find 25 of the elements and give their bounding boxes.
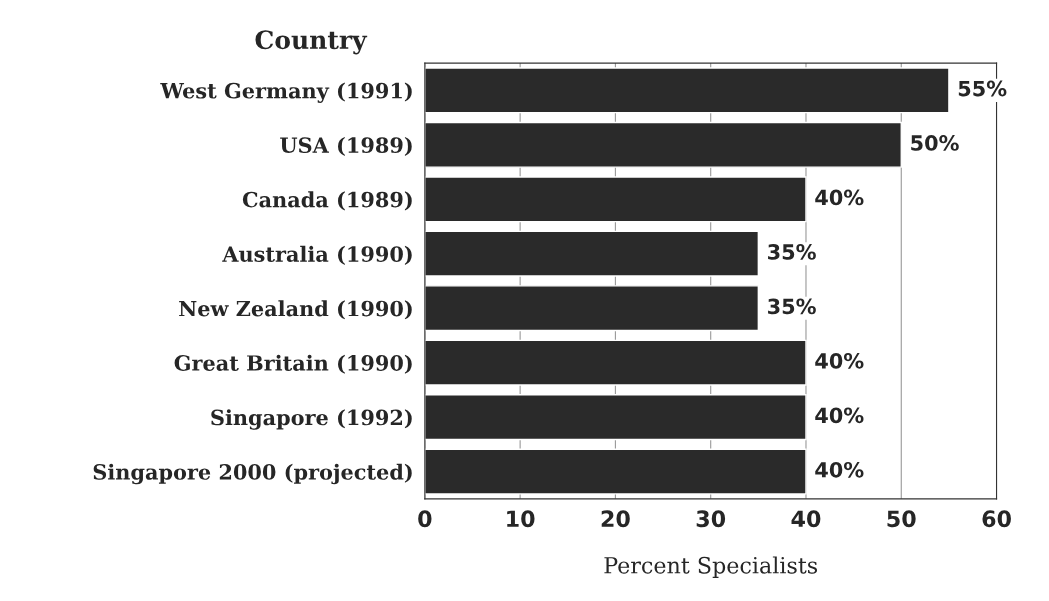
data-label: 35% [768, 244, 816, 260]
x-axis-title: Percent Specialists [604, 556, 818, 578]
x-tick-label: 60 [982, 510, 1011, 528]
y-tick-label: Singapore 2000 (projected) [93, 463, 412, 485]
y-tick-label: New Zealand (1990) [179, 300, 412, 320]
data-label: 35% [768, 298, 816, 315]
y-axis-title: Country [255, 30, 368, 55]
x-tick-label: 0 [418, 510, 432, 528]
data-label: 40% [815, 189, 864, 206]
data-label: 40% [815, 461, 864, 478]
y-tick-label: USA (1989) [280, 136, 412, 156]
y-tick-label: Canada (1989) [242, 191, 412, 211]
x-tick-label: 10 [507, 510, 535, 528]
x-tick-label: 40 [791, 510, 821, 528]
data-label: 40% [815, 407, 864, 424]
x-tick-label: 30 [696, 510, 726, 528]
x-tick-label: 50 [887, 510, 916, 528]
y-tick-label: Great Britain (1990) [174, 354, 412, 374]
data-label: 55% [958, 80, 1007, 97]
x-tick-label: 20 [601, 510, 630, 528]
y-tick-label: West Germany (1991) [160, 82, 412, 103]
data-label: 40% [815, 352, 864, 369]
data-label: 50% [911, 135, 959, 151]
y-tick-label: Singapore (1992) [211, 409, 412, 430]
y-tick-label: Australia (1990) [222, 245, 412, 265]
